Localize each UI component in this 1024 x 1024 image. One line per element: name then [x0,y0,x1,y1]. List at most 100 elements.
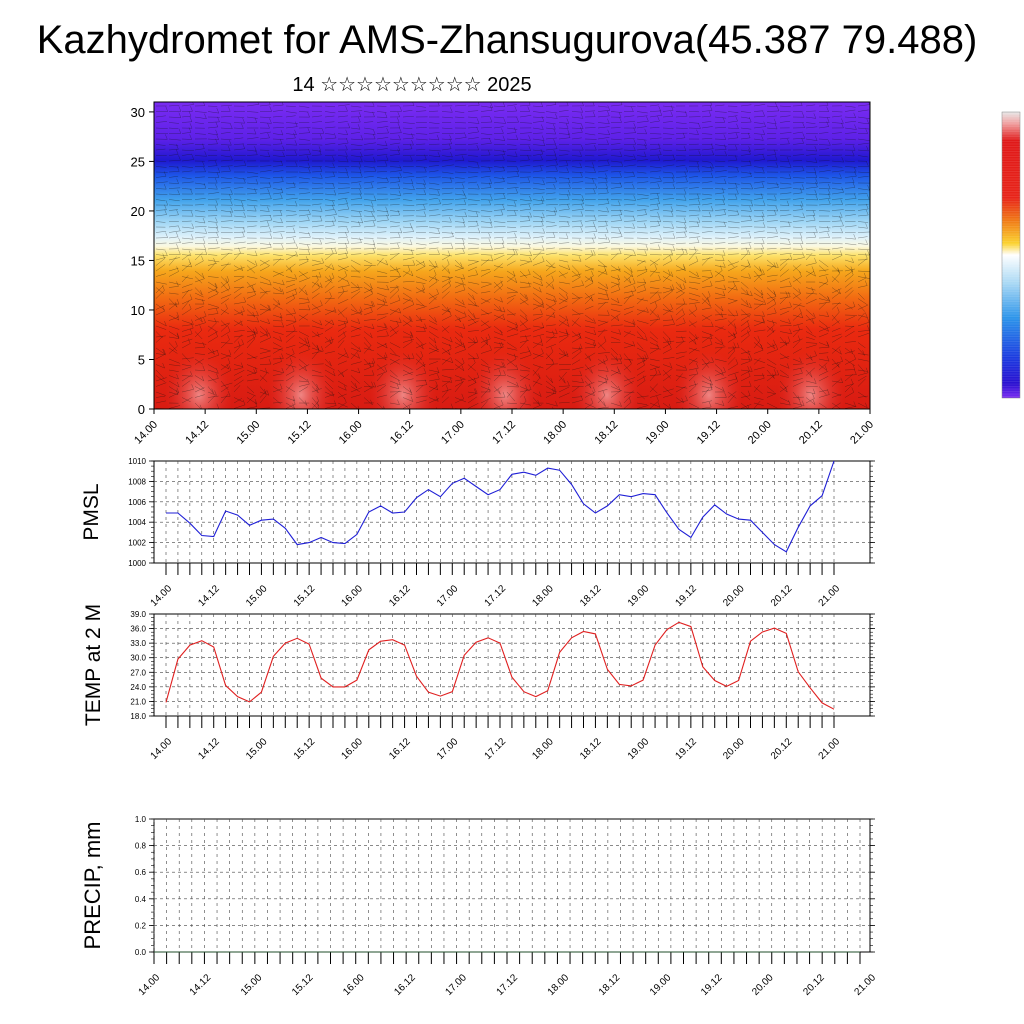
wind-barb [805,171,817,174]
wind-barb [428,226,440,229]
wind-barb-flag [292,227,296,233]
wind-barb-flag [814,145,818,152]
wind-barb-flag [852,150,855,157]
wind-barb [259,204,271,207]
wind-barb [220,248,233,251]
wind-barb [623,176,635,178]
wind-barb-flag [344,270,348,276]
wind-barb [766,122,777,125]
wind-barb [831,265,840,273]
wind-barb-flag [490,195,493,201]
wind-barb-flag [397,111,400,117]
wind-barb [740,248,752,250]
wind-barb-flag [683,277,687,283]
wind-barb [402,248,415,251]
wind-barb-flag [566,194,570,200]
wind-barb [480,283,492,288]
wind-barb-flag [450,151,453,158]
wind-barb [805,153,817,156]
wind-barb [389,242,401,244]
wind-barb-flag [710,271,713,277]
wind-barb-flag [800,238,804,244]
wind-barb-flag [565,160,569,166]
wind-barb [558,226,570,228]
wind-barb-flag [462,274,466,280]
wind-barb-flag [448,280,451,287]
wind-barb-flag [698,123,701,129]
wind-barb [662,164,675,167]
wind-barb-flag [617,274,621,280]
wind-barb [441,291,450,299]
wind-barb [207,188,218,190]
wind-barb [714,248,726,250]
wind-barb [753,110,764,112]
wind-barb [805,248,816,251]
wind-barb [649,208,660,211]
wind-barb-flag [632,223,635,229]
wind-barb [246,193,257,195]
wind-barb-flag [706,296,710,302]
wind-barb-flag [748,273,751,279]
wind-barb [415,253,426,255]
wind-barb [753,253,764,255]
wind-barb-flag [317,282,320,289]
wind-barb [480,166,493,168]
wind-barb [649,203,660,206]
x-tick-label: 17.12 [483,583,509,609]
wind-barb [181,289,193,294]
wind-barb [610,408,612,409]
wind-barb-flag [269,226,272,232]
wind-barb [428,259,436,269]
wind-barb-flag [477,183,480,190]
wind-barb [649,192,660,195]
wind-barb [506,104,517,107]
wind-barb-flag [799,187,803,193]
wind-barb [220,122,231,124]
wind-barb [571,193,582,196]
wind-barb-flag [580,123,584,129]
wind-barb [740,153,751,156]
wind-barb [740,276,751,279]
wind-barb-flag [398,232,401,238]
wind-barb [415,289,425,294]
wind-barb-flag [500,280,503,286]
wind-barb [727,127,739,129]
wind-barb-flag [269,214,273,221]
wind-barb-flag [657,115,660,122]
wind-barb [467,160,479,163]
wind-barb [792,177,805,179]
wind-barb [428,188,441,190]
wind-barb-flag [384,112,388,118]
wind-barb [597,182,608,184]
wind-barb [779,259,792,261]
wind-barb-flag [866,145,869,151]
wind-barb [155,181,168,184]
wind-barb [753,265,762,272]
wind-barb [792,204,804,207]
wind-barb [480,105,493,108]
wind-barb [610,111,623,113]
wind-barb [740,231,751,233]
wind-barb [545,133,556,135]
wind-barb [662,243,675,245]
wind-barb-flag [695,256,699,262]
wind-barb-flag [451,231,454,237]
wind-barb [584,268,594,272]
wind-barb-flag [826,121,829,127]
wind-barb-flag [409,239,413,245]
wind-barb [454,281,466,286]
wind-barb [857,155,868,158]
wind-barb [259,243,272,245]
wind-barb [545,262,555,272]
wind-barb [675,210,687,212]
wind-barb-flag [437,151,441,157]
wind-barb-flag [592,237,595,243]
wind-barb-flag [269,106,272,112]
wind-barb-flag [670,111,673,117]
wind-barb [506,176,519,178]
wind-barb [155,290,165,299]
wind-barb [844,203,857,206]
wind-barb [610,171,622,173]
wind-barb-flag [605,283,609,289]
